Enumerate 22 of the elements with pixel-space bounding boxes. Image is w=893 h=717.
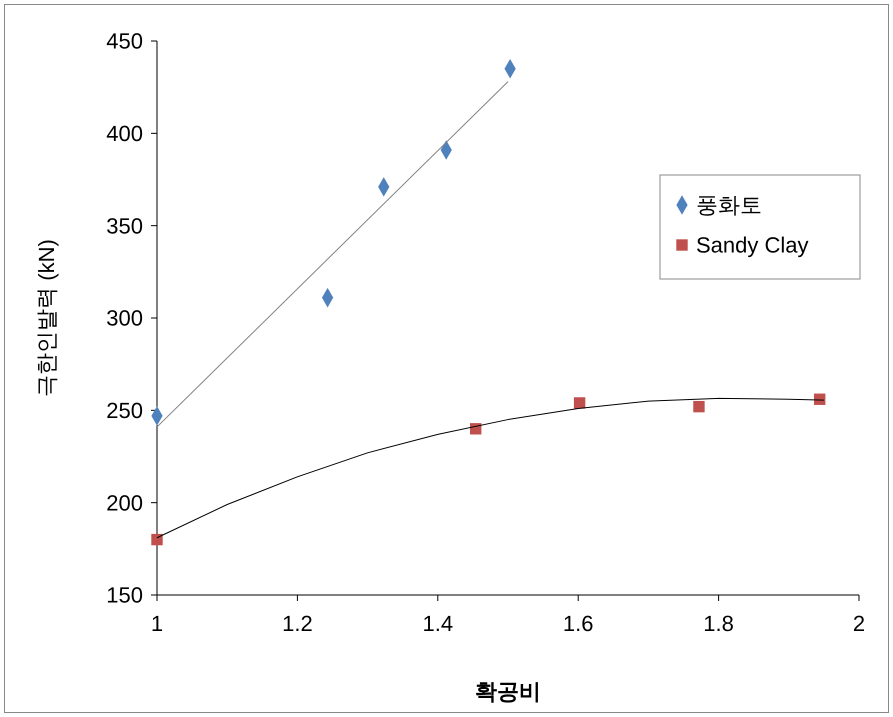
x-tick-label: 1.4 [422, 611, 454, 636]
point [151, 534, 163, 546]
point [693, 400, 705, 412]
legend-label: 풍화토 [696, 192, 762, 218]
point [814, 394, 826, 405]
point [470, 423, 482, 434]
y-tick-label: 300 [106, 306, 143, 331]
y-tick-label: 200 [106, 490, 143, 516]
y-tick-label: 150 [106, 582, 143, 608]
point [574, 397, 586, 409]
y-tick-label: 400 [106, 121, 143, 146]
x-tick-label: 1.6 [562, 611, 594, 636]
y-tick-label: 450 [106, 28, 143, 54]
x-tick-label: 1.2 [282, 611, 313, 636]
x-tick-label: 1 [150, 611, 164, 636]
x-tick-label: 1.8 [703, 611, 734, 636]
y-tick-label: 250 [106, 398, 143, 424]
x-axis-title: 확공비 [475, 679, 541, 704]
y-axis-title: 극한인발력 (kN) [34, 239, 59, 397]
y-tick-label: 350 [106, 213, 143, 238]
x-tick-label: 2 [852, 611, 866, 636]
legend-label: Sandy Clay [696, 232, 809, 258]
